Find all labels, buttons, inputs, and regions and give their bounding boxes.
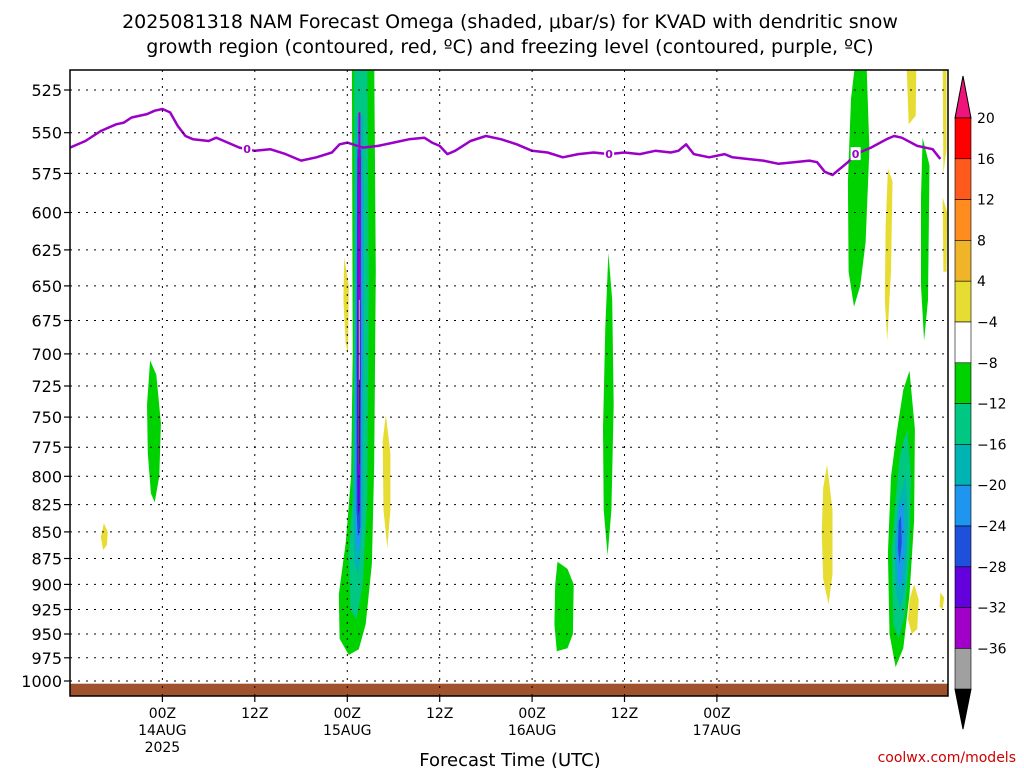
y-tick-label-900: 900 [31,575,62,594]
y-tick-label-625: 625 [31,241,62,260]
freezing-level-label-1: 0 [605,148,613,161]
colorbar-label-1: 16 [977,152,995,168]
y-tick-label-850: 850 [31,523,62,542]
omega-region-19 [885,169,893,341]
colorbar-label-2: 12 [977,193,995,209]
x-tick-label-54-0: 00Z [518,706,545,722]
x-tick-label-6-0: 00Z [149,706,176,722]
colorbar-label-4: 4 [977,274,986,290]
y-tick-label-725: 725 [31,377,62,396]
y-tick-label-650: 650 [31,277,62,296]
colorbar-label-11: −28 [977,560,1007,576]
x-tick-label-6-1: 14AUG [138,723,187,739]
plot-frame [70,70,948,696]
x-tick-label-6-2: 2025 [145,740,181,756]
y-tick-label-600: 600 [31,204,62,223]
colorbar-swatch-10 [955,526,971,567]
colorbar-top-arrow [955,76,971,118]
x-tick-label-30-0: 00Z [334,706,361,722]
x-tick-label-66-0: 12Z [611,706,638,722]
freezing-level-line [70,109,940,175]
colorbar-label-3: 8 [977,233,986,249]
y-tick-label-800: 800 [31,467,62,486]
y-tick-label-875: 875 [31,550,62,569]
omega-region-15 [848,60,870,307]
colorbar-label-8: −16 [977,437,1007,453]
omega-region-14 [554,562,573,652]
x-axis-label: Forecast Time (UTC) [419,750,600,768]
y-tick-label-550: 550 [31,124,62,143]
colorbar-swatch-5 [955,322,971,363]
y-tick-label-925: 925 [31,601,62,620]
plot-clip-group: 0 0 0 [70,17,948,696]
colorbar-label-10: −24 [977,519,1007,535]
colorbar-swatch-4 [955,281,971,322]
colorbar-bottom-arrow [955,689,971,729]
colorbar-label-9: −20 [977,478,1007,494]
colorbar-swatch-0 [955,118,971,159]
omega-region-3 [343,257,348,354]
y-tick-label-700: 700 [31,345,62,364]
colorbar-label-0: 20 [977,111,995,127]
omega-region-20 [943,197,948,272]
colorbar-swatch-6 [955,363,971,404]
omega-region-21 [921,138,930,341]
omega-region-13 [603,253,614,556]
y-tick-label-950: 950 [31,625,62,644]
colorbar-label-6: −8 [977,356,998,372]
y-tick-label-525: 525 [31,81,62,100]
colorbar-label-5: −4 [977,315,998,331]
omega-region-27 [822,465,833,605]
x-tick-label-18-0: 12Z [241,706,268,722]
colorbar-swatch-12 [955,608,971,649]
y-tick-label-1000: 1000 [21,672,62,691]
y-tick-label-825: 825 [31,496,62,515]
y-tick-label-975: 975 [31,649,62,668]
y-tick-label-775: 775 [31,438,62,457]
colorbar-swatch-3 [955,240,971,281]
terrain-surface [70,684,948,696]
x-tick-label-78-0: 00Z [703,706,730,722]
x-tick-label-42-0: 12Z [426,706,453,722]
colorbar-swatch-9 [955,485,971,526]
colorbar-label-12: −32 [977,601,1007,617]
x-tick-label-54-1: 16AUG [508,723,557,739]
omega-colorbar: 20 16 12 8 4 −4 −8 −12 −16 −20 −24 −28 −32 −36 [955,76,1007,729]
chart-title-line-1: 2025081318 NAM Forecast Omega (shaded, μ… [122,11,898,33]
x-tick-label-78-1: 17AUG [693,723,742,739]
freezing-level-label-0: 0 [243,143,251,156]
colorbar-swatch-11 [955,567,971,608]
colorbar-swatch-8 [955,444,971,485]
colorbar-label-13: −36 [977,641,1007,657]
colorbar-swatch-13 [955,648,971,689]
omega-region-4 [383,415,391,548]
omega-region-0 [147,360,161,502]
colorbar-swatch-1 [955,159,971,200]
colorbar-label-7: −12 [977,397,1007,413]
y-tick-label-675: 675 [31,312,62,331]
omega-region-12 [359,380,360,465]
y-tick-label-575: 575 [31,164,62,183]
omega-region-18 [943,60,947,174]
grid-lines [70,70,948,696]
omega-region-29 [940,593,945,610]
y-axis-pressure-ticks: 525 550 575 600 625 650 675 700 725 750 775 800 825 8… [21,81,70,691]
y-tick-label-750: 750 [31,408,62,427]
plot-area: 0 0 0 [70,17,948,696]
freezing-level-label-2: 0 [852,148,860,161]
chart-title-line-2: growth region (contoured, red, ºC) and f… [146,36,873,58]
source-credit[interactable]: coolwx.com/models [878,750,1016,766]
colorbar-swatch-7 [955,404,971,445]
omega-region-1 [101,523,108,550]
colorbar-swatch-2 [955,200,971,241]
x-tick-label-30-1: 15AUG [323,723,372,739]
